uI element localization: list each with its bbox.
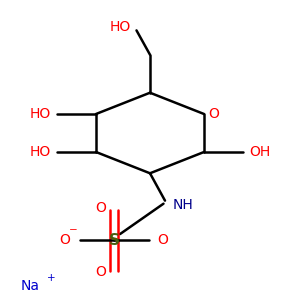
Text: O: O [96, 265, 106, 279]
Text: O: O [60, 233, 70, 247]
Text: NH: NH [172, 198, 193, 212]
Text: O: O [96, 201, 106, 215]
Text: OH: OH [249, 145, 270, 159]
Text: Na: Na [20, 279, 40, 293]
Text: S: S [109, 233, 119, 248]
Text: −: − [69, 225, 78, 235]
Text: +: + [47, 273, 55, 283]
Text: O: O [158, 233, 168, 247]
Text: O: O [208, 107, 219, 121]
Text: HO: HO [30, 145, 51, 159]
Text: HO: HO [30, 107, 51, 121]
Text: HO: HO [109, 20, 130, 34]
